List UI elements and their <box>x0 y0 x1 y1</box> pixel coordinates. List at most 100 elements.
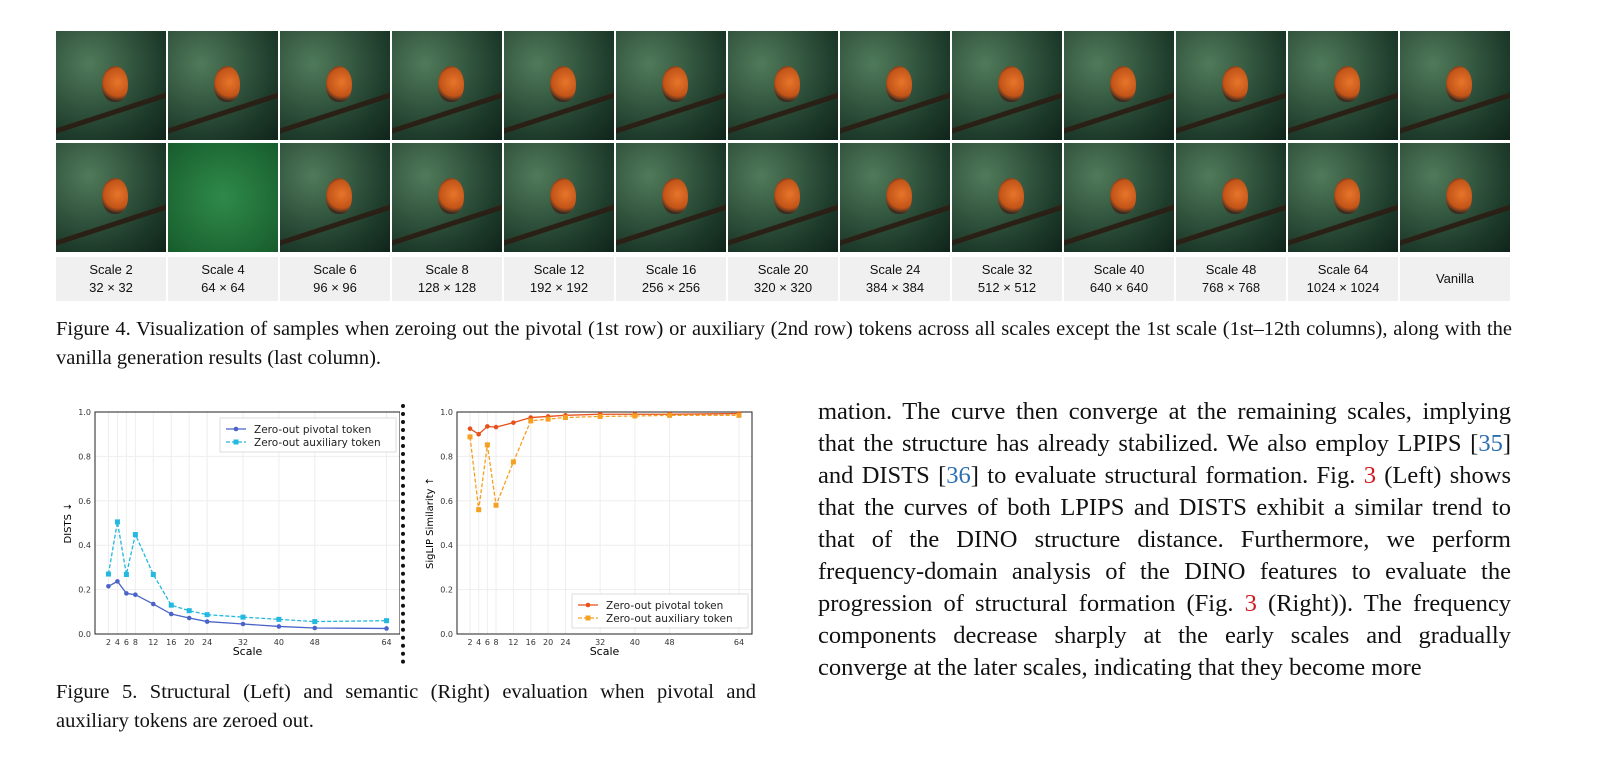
column-label: Scale 20 320 × 320 <box>728 257 838 301</box>
resolution-label: 512 × 512 <box>977 280 1037 295</box>
resolution-label: 64 × 64 <box>201 280 245 295</box>
figure-link[interactable]: 3 <box>1244 590 1257 617</box>
bird <box>326 177 353 214</box>
y-tick-label: 0.0 <box>440 630 453 639</box>
bird <box>438 65 465 102</box>
data-point <box>485 424 490 429</box>
data-point <box>493 502 499 508</box>
column-label: Scale 24 384 × 384 <box>840 257 950 301</box>
x-tick-label: 40 <box>630 638 640 647</box>
y-axis-label: DISTS ↓ <box>63 502 74 543</box>
bird <box>1110 65 1137 102</box>
bird <box>550 177 577 214</box>
data-point <box>114 519 120 525</box>
legend-label: Zero-out auxiliary token <box>606 613 733 625</box>
data-point <box>133 592 138 598</box>
x-axis-label: Scale <box>590 645 620 658</box>
data-point <box>151 601 156 607</box>
x-tick-label: 6 <box>124 638 129 647</box>
scale-label: Scale 32 <box>981 262 1033 277</box>
x-tick-label: 12 <box>148 638 158 647</box>
column-label: Scale 32 512 × 512 <box>952 257 1062 301</box>
data-point <box>115 579 120 584</box>
y-axis-label: SigLIP Similarity ↑ <box>425 477 436 569</box>
dists-chart: 0.00.20.40.60.81.02 4 6 8 12 16 20 24 32 40 48 64Sc… <box>63 408 400 658</box>
data-point <box>484 442 490 448</box>
resolution-label: 640 × 640 <box>1089 280 1149 295</box>
sample-image <box>168 143 278 252</box>
figure4-column-labels: Scale 2 32 × 32 Scale 4 64 × 64 Scale 6 96 × … <box>56 257 1510 301</box>
column-label: Scale 48 768 × 768 <box>1176 257 1286 301</box>
column-label: Scale 64 1024 × 1024 <box>1288 257 1398 301</box>
y-tick-label: 0.8 <box>78 452 91 461</box>
bird <box>998 177 1025 214</box>
x-tick-label: 2 <box>467 638 472 647</box>
x-tick-label: 64 <box>734 638 744 647</box>
bird <box>662 65 689 102</box>
bird <box>1446 177 1473 214</box>
data-point <box>312 619 318 625</box>
data-point <box>467 434 473 440</box>
sample-image <box>1176 31 1286 140</box>
x-tick-label: 32 <box>238 638 248 647</box>
data-point <box>632 413 638 419</box>
plot-frame <box>94 411 400 635</box>
scale-label: Scale 12 <box>533 262 585 277</box>
data-point <box>204 619 210 624</box>
y-tick-label: 0.6 <box>440 497 453 506</box>
legend-marker <box>585 602 591 608</box>
y-tick-label: 1.0 <box>78 408 91 417</box>
resolution-label: 256 × 256 <box>641 280 701 295</box>
data-point <box>312 625 318 631</box>
plot-frame <box>456 411 753 635</box>
series-line <box>108 580 387 630</box>
y-tick-label: 1.0 <box>440 408 453 417</box>
column-label: Scale 12 192 × 192 <box>504 257 614 301</box>
sample-image <box>952 143 1062 252</box>
data-point <box>150 572 156 578</box>
body-text: mation. The curve then converge at the r… <box>818 398 1511 681</box>
siglip-chart: 0.00.20.40.60.81.02 4 6 8 12 16 20 24 32 40 48 64Sc… <box>425 408 753 658</box>
x-tick-label: 40 <box>274 638 284 647</box>
column-label: Scale 8 128 × 128 <box>392 257 502 301</box>
bird <box>1222 65 1249 102</box>
citation-link[interactable]: 36 <box>946 462 971 489</box>
y-tick-label: 0.6 <box>78 497 91 506</box>
data-point <box>667 412 673 418</box>
y-tick-label: 0.8 <box>440 452 453 461</box>
scale-label: Scale 24 <box>869 262 921 277</box>
bird <box>326 65 353 102</box>
data-point <box>105 571 111 577</box>
citation-link[interactable]: 35 <box>1478 430 1503 457</box>
data-point <box>240 614 246 620</box>
bird <box>886 65 913 102</box>
sample-image <box>1288 31 1398 140</box>
sample-image <box>616 31 726 140</box>
bird <box>438 177 465 214</box>
bird <box>774 177 801 214</box>
x-tick-label: 32 <box>595 638 605 647</box>
data-point <box>168 602 174 608</box>
data-point <box>384 626 389 631</box>
x-axis-label: Scale <box>233 645 263 658</box>
figure-link[interactable]: 3 <box>1363 462 1376 489</box>
data-point <box>511 420 516 425</box>
data-point <box>132 532 138 538</box>
sample-image <box>1064 143 1174 252</box>
resolution-label: 768 × 768 <box>1201 280 1261 295</box>
column-label: Scale 4 64 × 64 <box>168 257 278 301</box>
series-line <box>107 521 387 623</box>
data-point <box>493 424 499 430</box>
x-tick-label: 16 <box>526 638 536 647</box>
resolution-label: 96 × 96 <box>313 280 357 295</box>
data-point <box>545 416 551 422</box>
bird <box>886 177 913 214</box>
legend-label: Zero-out auxiliary token <box>254 437 381 449</box>
x-tick-label: 6 <box>485 638 490 647</box>
sample-image <box>1288 143 1398 252</box>
data-point <box>168 611 174 617</box>
x-tick-label: 48 <box>310 638 320 647</box>
sample-image <box>1400 143 1510 252</box>
sample-image <box>504 31 614 140</box>
scale-label: Scale 20 <box>757 262 809 277</box>
